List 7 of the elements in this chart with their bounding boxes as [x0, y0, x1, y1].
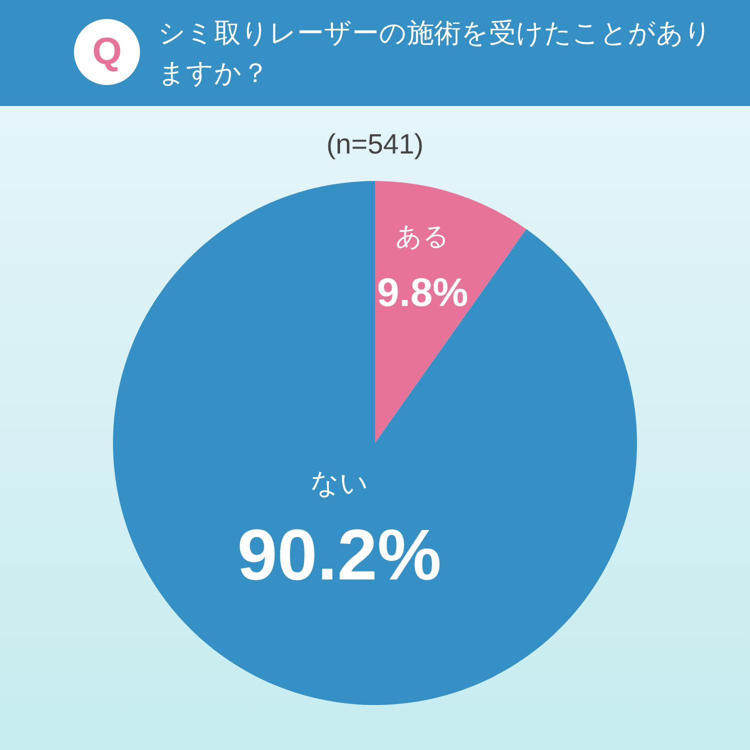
- data-label: 90.2%: [237, 515, 442, 596]
- data-label: 9.8%: [377, 270, 468, 315]
- text: Q: [92, 31, 122, 74]
- chart-subtitle: (n=541): [326, 128, 424, 160]
- slice-label: ある: [396, 221, 450, 252]
- chart-title: シミ取りレーザーの施術を受けたことがありますか？: [158, 18, 712, 88]
- slice-label: ない: [310, 468, 368, 499]
